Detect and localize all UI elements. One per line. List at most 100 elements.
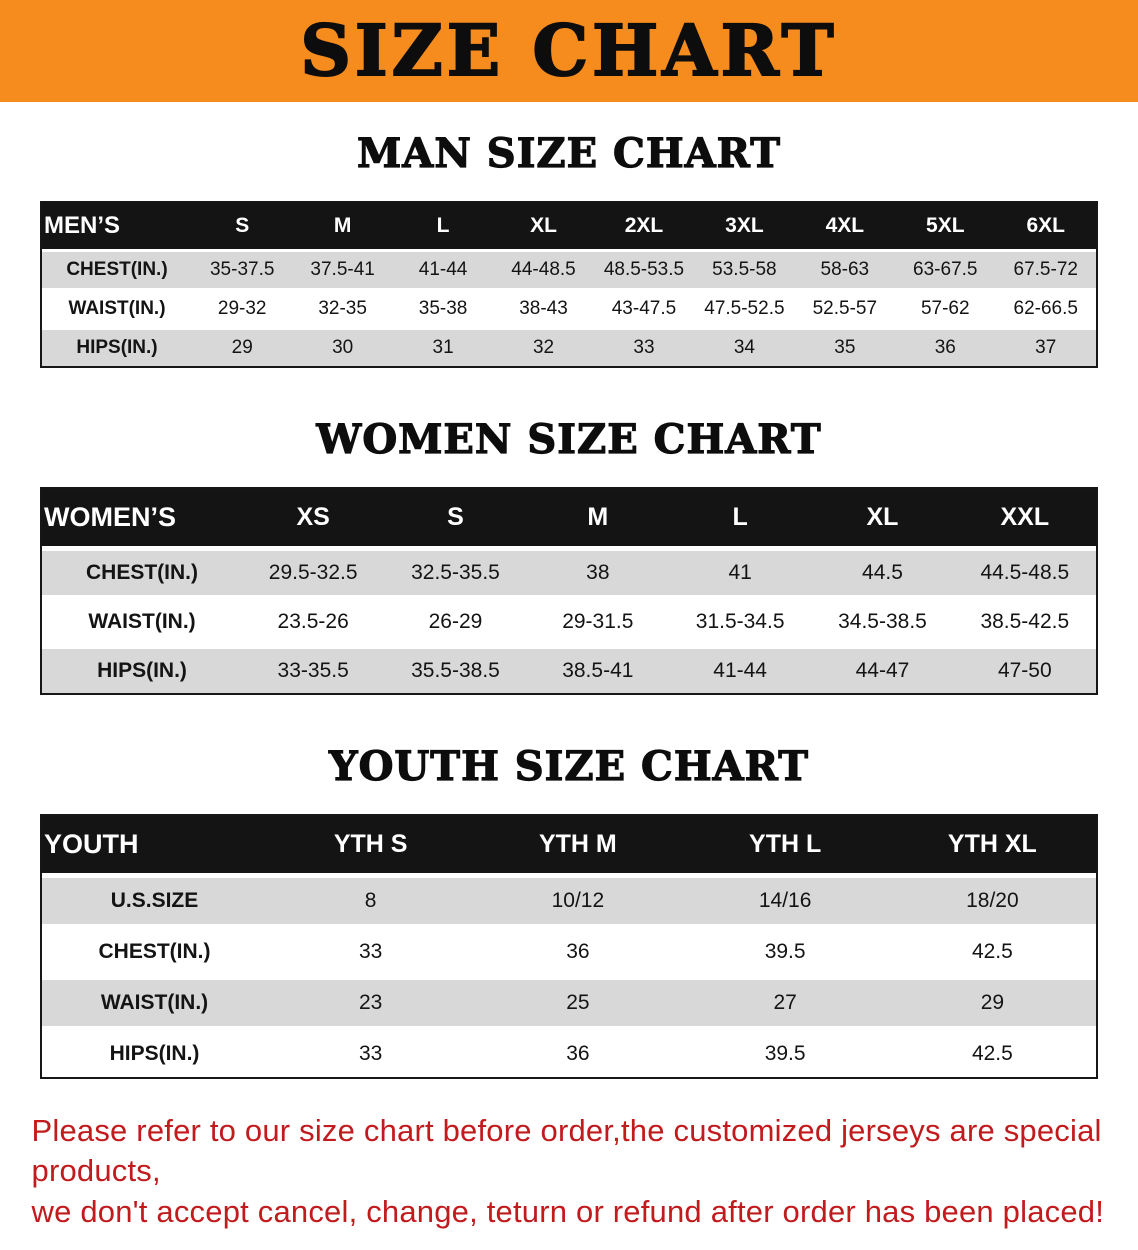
size-value: 48.5-53.5 [593, 249, 695, 290]
size-column-header: L [392, 203, 494, 251]
row-label: CHEST(IN.) [42, 546, 242, 598]
row-label: CHEST(IN.) [42, 924, 267, 978]
banner-title: SIZE CHART [299, 9, 838, 92]
row-label: WAIST(IN.) [42, 975, 267, 1029]
men-size-table: MEN’S S M L XL 2XL 3XL 4XL 5XL 6XL CHEST(IN.) 35-37… [40, 201, 1098, 368]
table-row: U.S.SIZE 8 10/12 14/16 18/20 [42, 873, 1096, 927]
size-column-header: 3XL [694, 203, 795, 251]
table-row: HIPS(IN.) 33 36 39.5 42.5 [42, 1026, 1096, 1077]
row-label: WAIST(IN.) [42, 595, 242, 647]
size-column-header: S [384, 489, 527, 549]
size-value: 26-29 [384, 595, 527, 647]
size-column-header: XL [811, 489, 954, 549]
size-value: 29.5-32.5 [242, 546, 385, 598]
size-value: 27 [681, 975, 889, 1029]
men-size-table-grid: MEN’S S M L XL 2XL 3XL 4XL 5XL 6XL CHEST(IN.) 35-37… [42, 203, 1096, 366]
size-column-header: M [292, 203, 393, 251]
size-column-header: XXL [953, 489, 1096, 549]
size-value: 43-47.5 [593, 288, 695, 329]
table-row: WAIST(IN.) 29-32 32-35 35-38 38-43 43-47.5 47.… [42, 288, 1096, 329]
size-value: 38 [526, 546, 669, 598]
size-value: 32.5-35.5 [384, 546, 527, 598]
size-value: 29-31.5 [526, 595, 669, 647]
size-value: 18/20 [888, 873, 1096, 927]
size-value: 57-62 [895, 288, 996, 329]
size-column-header: XS [242, 489, 385, 549]
size-column-header: 2XL [593, 203, 695, 251]
size-value: 47.5-52.5 [694, 288, 795, 329]
disclaimer-line-2: we don't accept cancel, change, teturn o… [31, 1193, 1105, 1229]
size-value: 33 [267, 1026, 475, 1077]
category-header: MEN’S [42, 203, 192, 251]
size-column-header: L [668, 489, 812, 549]
size-value: 14/16 [681, 873, 889, 927]
size-value: 31 [392, 327, 494, 366]
size-column-header: 4XL [794, 203, 896, 251]
row-label: U.S.SIZE [42, 873, 267, 927]
size-column-header: YTH M [474, 816, 682, 876]
size-value: 37 [995, 327, 1096, 366]
table-row: CHEST(IN.) 33 36 39.5 42.5 [42, 924, 1096, 978]
women-size-section: WOMEN SIZE CHART WOMEN’S XS S M L XL XXL CHEST(… [0, 415, 1138, 695]
size-column-header: 6XL [995, 203, 1096, 251]
size-value: 35 [794, 327, 896, 366]
size-value: 47-50 [953, 644, 1096, 693]
youth-size-section: YOUTH SIZE CHART YOUTH YTH S YTH M YTH L YTH… [0, 742, 1138, 1079]
size-value: 53.5-58 [694, 249, 795, 290]
women-size-table-grid: WOMEN’S XS S M L XL XXL CHEST(IN.) 29.5-32.5 32.5… [42, 489, 1096, 693]
size-value: 33 [593, 327, 695, 366]
size-column-header: YTH XL [888, 816, 1096, 876]
size-value: 42.5 [888, 924, 1096, 978]
table-row: HIPS(IN.) 29 30 31 32 33 34 35 36 37 [42, 327, 1096, 366]
size-value: 42.5 [888, 1026, 1096, 1077]
size-value: 38-43 [493, 288, 594, 329]
row-label: WAIST(IN.) [42, 288, 192, 329]
table-header-row: WOMEN’S XS S M L XL XXL [42, 489, 1096, 549]
size-column-header: YTH L [681, 816, 889, 876]
size-value: 38.5-42.5 [953, 595, 1096, 647]
size-value: 41-44 [392, 249, 494, 290]
table-row: WAIST(IN.) 23 25 27 29 [42, 975, 1096, 1029]
size-value: 44.5-48.5 [953, 546, 1096, 598]
size-value: 52.5-57 [794, 288, 896, 329]
size-value: 32 [493, 327, 594, 366]
size-value: 35-38 [392, 288, 494, 329]
size-value: 36 [474, 924, 682, 978]
size-column-header: 5XL [895, 203, 996, 251]
women-size-table: WOMEN’S XS S M L XL XXL CHEST(IN.) 29.5-32.5 32.5… [40, 487, 1098, 695]
table-header-row: MEN’S S M L XL 2XL 3XL 4XL 5XL 6XL [42, 203, 1096, 251]
youth-section-heading: YOUTH SIZE CHART [328, 742, 809, 790]
table-header-row: YOUTH YTH S YTH M YTH L YTH XL [42, 816, 1096, 876]
size-value: 67.5-72 [995, 249, 1096, 290]
size-value: 29-32 [192, 288, 293, 329]
size-chart-content: MAN SIZE CHART MEN’S S M L XL 2XL 3XL 4XL 5XL 6XL… [0, 129, 1138, 1232]
row-label: HIPS(IN.) [42, 1026, 267, 1077]
size-value: 36 [895, 327, 996, 366]
size-value: 39.5 [681, 1026, 889, 1077]
size-value: 44-48.5 [493, 249, 594, 290]
size-value: 37.5-41 [292, 249, 393, 290]
men-section-heading: MAN SIZE CHART [356, 129, 781, 177]
size-value: 36 [474, 1026, 682, 1077]
table-row: CHEST(IN.) 35-37.5 37.5-41 41-44 44-48.5 48.5… [42, 249, 1096, 290]
size-column-header: M [526, 489, 669, 549]
size-value: 23 [267, 975, 475, 1029]
size-value: 30 [292, 327, 393, 366]
table-row: HIPS(IN.) 33-35.5 35.5-38.5 38.5-41 41-44 44-… [42, 644, 1096, 693]
size-value: 32-35 [292, 288, 393, 329]
category-header: WOMEN’S [42, 489, 242, 549]
size-value: 10/12 [474, 873, 682, 927]
size-value: 44.5 [811, 546, 954, 598]
size-value: 31.5-34.5 [668, 595, 812, 647]
category-header: YOUTH [42, 816, 267, 876]
disclaimer-note: Please refer to our size chart before or… [32, 1111, 1107, 1232]
size-column-header: YTH S [267, 816, 475, 876]
size-value: 41-44 [668, 644, 812, 693]
size-value: 8 [267, 873, 475, 927]
youth-size-table-grid: YOUTH YTH S YTH M YTH L YTH XL U.S.SIZE 8 10/12… [42, 816, 1096, 1077]
row-label: HIPS(IN.) [42, 644, 242, 693]
size-value: 33-35.5 [242, 644, 385, 693]
table-row: WAIST(IN.) 23.5-26 26-29 29-31.5 31.5-34.5 34… [42, 595, 1096, 647]
size-value: 33 [267, 924, 475, 978]
size-column-header: XL [493, 203, 594, 251]
